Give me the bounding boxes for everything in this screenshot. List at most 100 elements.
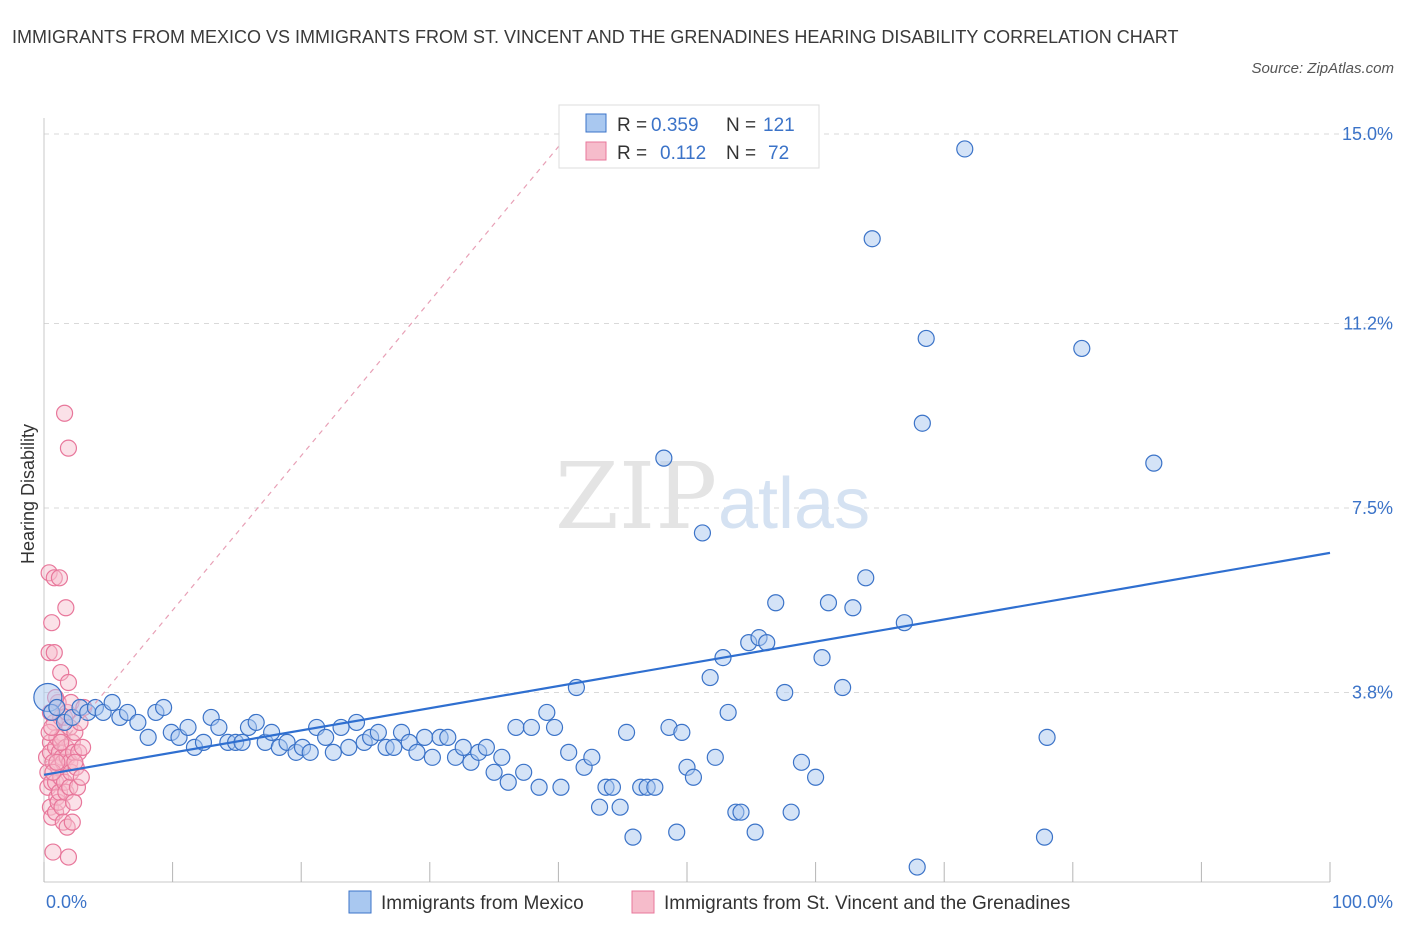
mexico-point-49 xyxy=(416,728,434,746)
mexico-point-115 xyxy=(1073,339,1091,358)
mexico-point-76 xyxy=(617,723,636,742)
svg-grenadines-point-9 xyxy=(43,614,61,632)
mexico-point-27 xyxy=(247,713,265,732)
mexico-point-87 xyxy=(693,524,712,542)
series-mexico-points xyxy=(33,140,1163,876)
mexico-point-65 xyxy=(538,703,556,722)
mexico-point-80 xyxy=(646,778,664,796)
mexico-point-89 xyxy=(706,748,724,766)
mexico-point-63 xyxy=(522,718,540,737)
mexico-point-54 xyxy=(454,738,472,756)
mexico-point-77 xyxy=(624,828,642,846)
series-svg-grenadines-points xyxy=(37,404,93,866)
mexico-point-111 xyxy=(913,414,931,432)
watermark-zip: ZIP xyxy=(555,443,717,550)
mexico-point-59 xyxy=(493,748,511,766)
mexico-point-99 xyxy=(776,683,794,702)
grid-lines xyxy=(44,133,1393,694)
mexico-point-29 xyxy=(263,723,281,742)
mexico-point-88 xyxy=(701,668,719,687)
mexico-point-108 xyxy=(863,230,881,248)
svg-grenadines-point-14 xyxy=(45,644,63,662)
mexico-point-104 xyxy=(819,594,838,612)
svg-grenadines-point-58 xyxy=(68,778,87,796)
mexico-point-72 xyxy=(590,798,609,816)
mexico-point-37 xyxy=(324,743,342,761)
mexico-point-57 xyxy=(477,738,495,756)
y-tick-label-1: 7.5% xyxy=(1352,498,1393,518)
stats-n-value-mexico: 121 xyxy=(763,115,795,136)
mexico-point-67 xyxy=(552,778,570,796)
mexico-point-34 xyxy=(301,743,319,761)
mexico-point-83 xyxy=(668,823,686,841)
legend-label-mexico: Immigrants from Mexico xyxy=(381,893,584,914)
mexico-point-48 xyxy=(408,743,426,761)
mexico-point-101 xyxy=(792,753,811,771)
stats-n-value-svg-grenadines: 72 xyxy=(768,143,789,164)
legend-label-svg-grenadines: Immigrants from St. Vincent and the Gren… xyxy=(664,893,1070,914)
trend-lines xyxy=(43,138,1331,776)
legend-swatch-svg-grenadines xyxy=(631,890,655,914)
svg-grenadines-point-43 xyxy=(58,818,76,836)
svg-grenadines-point-38 xyxy=(57,599,75,617)
svg-grenadines-point-44 xyxy=(59,439,78,457)
mexico-point-114 xyxy=(1038,728,1056,746)
mexico-point-13 xyxy=(139,728,157,746)
mexico-point-36 xyxy=(317,728,335,746)
stats-r-value-mexico: 0.359 xyxy=(651,115,699,136)
mexico-point-50 xyxy=(423,748,441,766)
trend-line-mexico xyxy=(43,551,1331,776)
svg-grenadines-point-24 xyxy=(50,569,69,587)
svg-grenadines-point-11 xyxy=(44,843,62,861)
mexico-point-102 xyxy=(806,768,825,786)
stats-r-label-svg-grenadines: R = xyxy=(617,143,647,164)
chart-title: IMMIGRANTS FROM MEXICO VS IMMIGRANTS FRO… xyxy=(12,27,1179,47)
stats-r-value-svg-grenadines: 0.112 xyxy=(660,143,706,164)
svg-grenadines-point-13 xyxy=(45,569,63,587)
x-tick-label-min: 0.0% xyxy=(46,892,87,912)
mexico-point-103 xyxy=(813,648,831,667)
mexico-point-39 xyxy=(340,738,358,756)
y-axis-tick-labels: 3.8% 7.5% 11.2% 15.0% xyxy=(1342,124,1393,703)
mexico-point-98 xyxy=(767,594,785,612)
stats-box: R = 0.359 N = 121 R = 0.112 N = 72 xyxy=(558,104,820,169)
legend-swatch-mexico xyxy=(348,890,372,914)
mexico-point-74 xyxy=(603,778,622,796)
mexico-point-91 xyxy=(719,703,737,722)
stats-n-label-svg-grenadines: N = xyxy=(726,143,756,164)
mexico-point-95 xyxy=(746,823,764,841)
svg-grenadines-point-64 xyxy=(40,723,58,742)
source-credit: Source: ZipAtlas.com xyxy=(1251,60,1394,77)
mexico-point-66 xyxy=(545,718,564,737)
stats-swatch-mexico xyxy=(585,113,607,133)
mexico-point-61 xyxy=(507,718,525,737)
watermark: ZIP atlas xyxy=(555,443,870,550)
mexico-point-100 xyxy=(782,803,800,821)
svg-grenadines-point-45 xyxy=(59,673,78,692)
mexico-point-64 xyxy=(530,778,548,796)
stats-swatch-svg-grenadines xyxy=(585,141,607,161)
svg-grenadines-point-69 xyxy=(52,733,70,751)
mexico-point-2 xyxy=(48,698,66,717)
mexico-point-18 xyxy=(179,718,197,737)
mexico-point-71 xyxy=(583,748,601,766)
svg-grenadines-point-26 xyxy=(50,783,69,801)
y-tick-label-0: 3.8% xyxy=(1352,683,1393,703)
x-axis-ticks xyxy=(43,862,1331,882)
watermark-atlas: atlas xyxy=(718,464,870,544)
svg-grenadines-point-62 xyxy=(73,738,92,756)
mexico-point-12 xyxy=(129,713,147,732)
svg-grenadines-point-52 xyxy=(63,813,81,831)
mexico-point-62 xyxy=(515,763,533,781)
svg-grenadines-point-61 xyxy=(72,768,90,786)
mexico-point-81 xyxy=(655,449,673,467)
stats-r-label-mexico: R = xyxy=(617,115,647,136)
mexico-point-105 xyxy=(834,678,852,697)
stats-n-label-mexico: N = xyxy=(726,115,756,136)
legend: Immigrants from Mexico Immigrants from S… xyxy=(348,890,1070,914)
svg-grenadines-point-55 xyxy=(64,793,83,811)
mexico-point-45 xyxy=(385,738,403,756)
mexico-point-58 xyxy=(485,763,503,781)
svg-grenadines-point-46 xyxy=(59,848,78,866)
mexico-point-60 xyxy=(499,773,517,791)
